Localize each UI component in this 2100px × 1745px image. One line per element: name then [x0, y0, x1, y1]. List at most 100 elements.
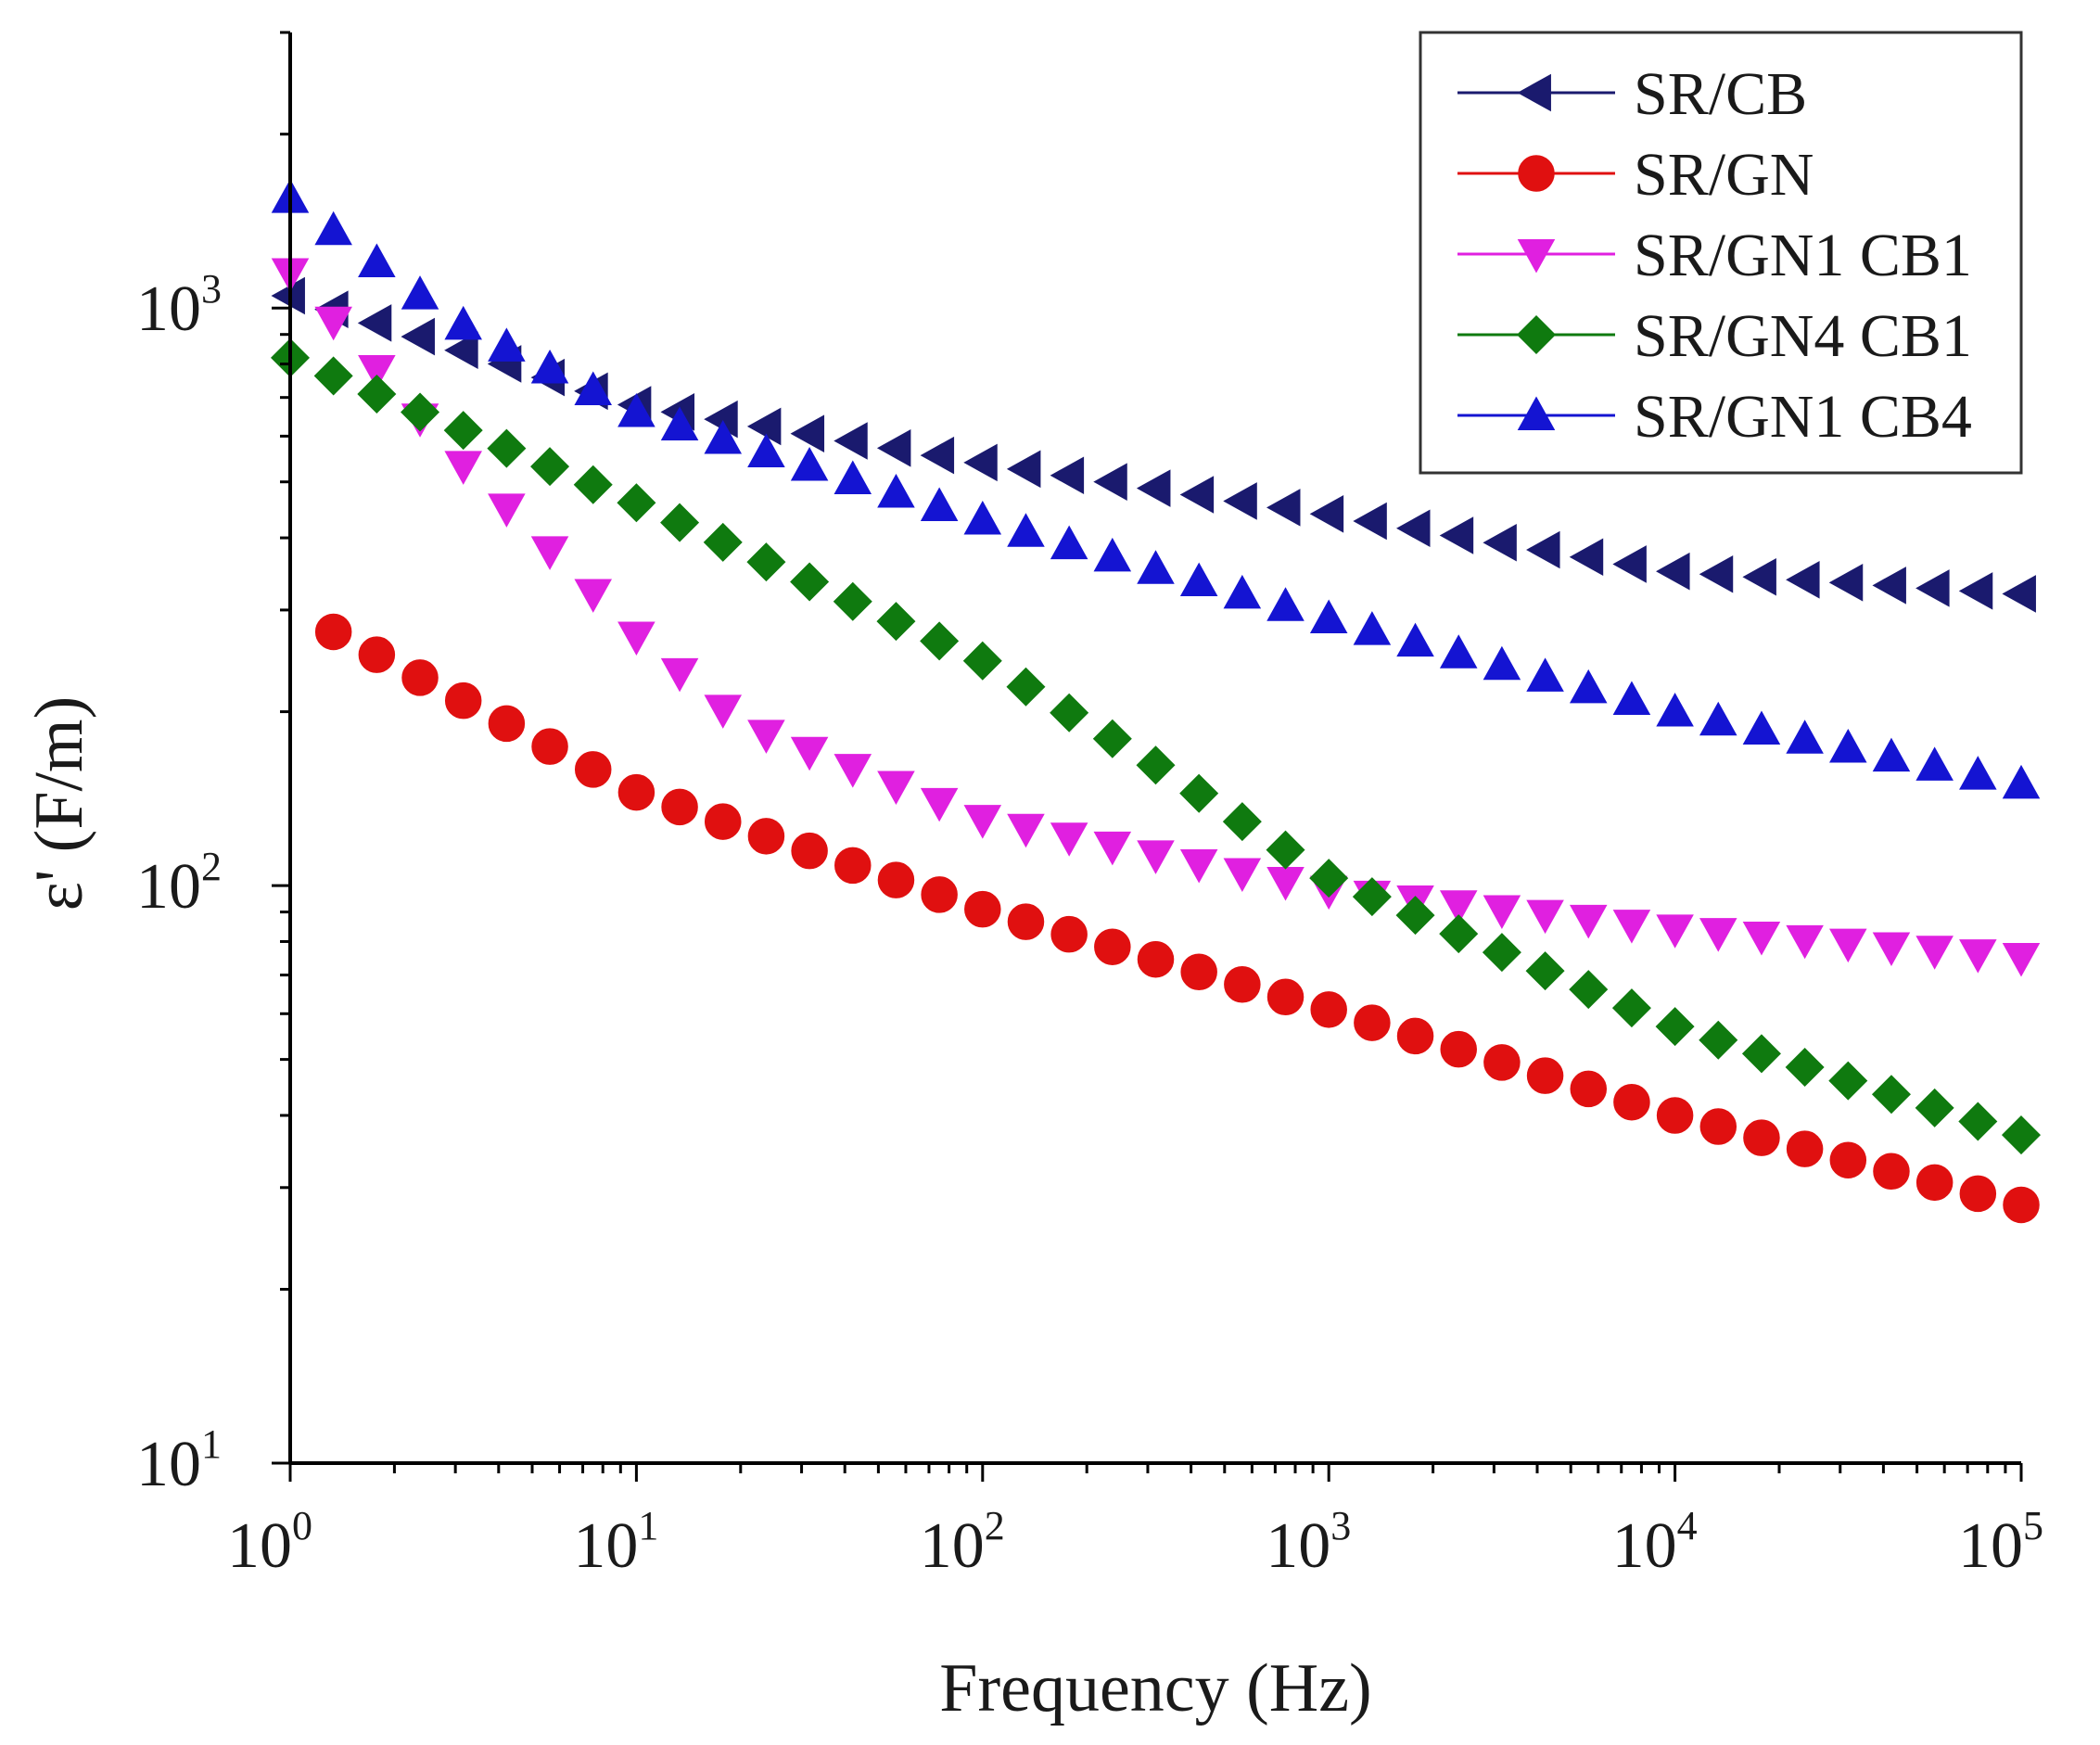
legend-item: SR/GN1 CB1: [1457, 222, 1972, 289]
data-point: [1785, 1047, 1825, 1088]
legend-marker: [1518, 155, 1555, 192]
data-point: [964, 890, 1001, 928]
data-point: [1223, 482, 1257, 520]
data-point: [1829, 728, 1867, 763]
data-point: [401, 392, 440, 432]
data-point: [1612, 545, 1647, 583]
data-point: [834, 422, 868, 460]
data-point: [1612, 910, 1651, 944]
data-point: [1959, 1175, 1997, 1213]
data-point: [488, 493, 526, 528]
data-point: [1395, 896, 1435, 936]
data-markers: [270, 179, 2042, 1224]
data-point: [444, 681, 482, 720]
series-sr-gn: [314, 613, 2040, 1224]
data-point: [1655, 1007, 1695, 1047]
y-tick-label: 102: [136, 844, 222, 923]
data-point: [358, 354, 396, 389]
data-point: [2002, 575, 2036, 613]
data-point: [1958, 572, 1993, 610]
data-point: [1742, 921, 1781, 956]
legend-label: SR/GN1 CB1: [1634, 222, 1972, 289]
data-point: [1872, 567, 1906, 605]
data-point: [1872, 737, 1911, 772]
data-point: [1093, 831, 1132, 866]
data-point: [1094, 928, 1131, 965]
data-point: [1699, 1020, 1738, 1060]
data-point: [617, 393, 655, 427]
data-point: [1439, 890, 1478, 924]
data-point: [1656, 1097, 1694, 1134]
data-point: [1137, 550, 1175, 584]
data-point: [747, 720, 785, 754]
data-point: [1007, 903, 1045, 940]
data-point: [2002, 942, 2041, 977]
data-point: [1742, 710, 1781, 745]
data-point: [574, 371, 612, 406]
x-tick-label: 103: [1266, 1503, 1351, 1582]
data-point: [790, 414, 825, 452]
data-point: [660, 406, 699, 441]
data-point: [314, 613, 352, 651]
data-point: [962, 641, 1002, 681]
x-tick-label: 100: [227, 1503, 312, 1582]
data-point: [1915, 569, 1950, 607]
data-point: [703, 522, 743, 562]
data-point: [1396, 622, 1434, 657]
data-point: [1612, 681, 1651, 715]
data-point: [1656, 914, 1694, 949]
data-point: [1613, 1083, 1650, 1121]
data-point: [617, 621, 655, 656]
data-point: [1915, 936, 1954, 970]
x-tick-label: 101: [573, 1503, 658, 1582]
data-point: [1871, 1075, 1911, 1115]
data-point: [963, 500, 1002, 535]
data-point: [1440, 1030, 1477, 1068]
data-point: [790, 447, 829, 481]
data-point: [1526, 657, 1564, 692]
data-point: [876, 429, 911, 467]
data-point: [358, 243, 396, 277]
data-point: [2002, 764, 2041, 799]
data-point: [877, 473, 915, 508]
data-point: [833, 581, 872, 621]
data-point: [1525, 951, 1565, 991]
data-point: [1439, 516, 1474, 554]
data-point: [1050, 915, 1088, 953]
data-point: [357, 304, 392, 342]
data-point: [1526, 899, 1564, 935]
legend-label: SR/CB: [1634, 60, 1807, 128]
data-point: [531, 728, 568, 765]
data-point: [1742, 557, 1776, 596]
data-point: [877, 861, 915, 898]
legend-label: SR/GN4 CB1: [1634, 302, 1972, 370]
data-point: [921, 876, 958, 913]
data-point: [313, 356, 353, 396]
data-point: [488, 705, 526, 743]
data-point: [1223, 574, 1262, 609]
data-point: [1396, 1017, 1434, 1055]
data-point: [1354, 1004, 1391, 1041]
data-point: [1483, 645, 1521, 681]
data-point: [1872, 932, 1911, 966]
x-tick-label: 105: [1958, 1503, 2043, 1582]
data-point: [1699, 701, 1737, 736]
data-point: [1699, 1108, 1737, 1145]
data-point: [1699, 554, 1734, 593]
data-point: [1570, 1070, 1607, 1108]
legend-item: SR/GN: [1457, 141, 1814, 209]
data-point: [660, 503, 700, 542]
data-point: [704, 694, 743, 729]
data-point: [747, 818, 785, 855]
data-point: [1569, 669, 1608, 704]
data-point: [660, 657, 699, 693]
series-sr-gn1-cb4: [271, 179, 2041, 799]
legend-item: SR/GN4 CB1: [1457, 302, 1972, 370]
data-point: [1179, 773, 1219, 813]
data-point: [573, 465, 613, 504]
data-point: [791, 832, 828, 870]
data-point: [963, 443, 998, 482]
data-point: [1092, 719, 1132, 758]
data-point: [1656, 552, 1690, 591]
